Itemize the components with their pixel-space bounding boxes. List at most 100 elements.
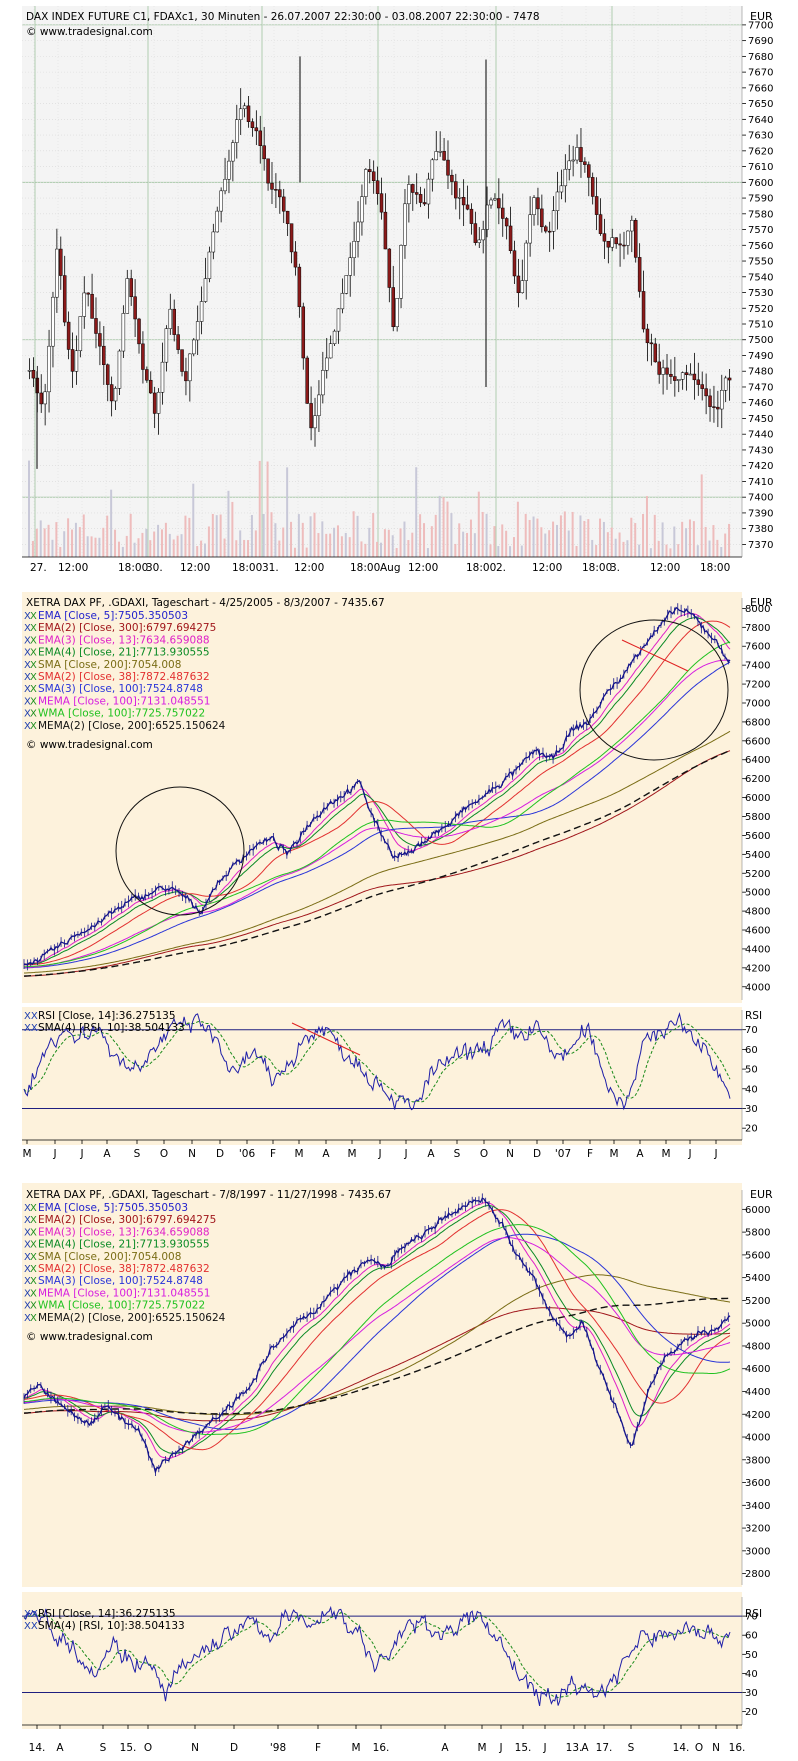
- daily2005-legend-icon-6: X: [24, 684, 31, 695]
- intraday-volume-bar: [254, 530, 257, 557]
- intraday-candle-body: [630, 220, 634, 232]
- intraday-y-label-7690: 7690: [748, 36, 773, 47]
- intraday-candle-body: [469, 208, 474, 224]
- daily2005-x-label-12: M: [347, 1148, 356, 1160]
- intraday-volume-bar: [610, 527, 613, 557]
- daily-1997-chart: 2800 3000 3200 3400 3600 3800 4000 4200 4400 4600…: [22, 1190, 770, 1754]
- daily2005-y-label-5200: 5200: [745, 869, 770, 880]
- daily1997-x-label-10: 16.: [373, 1742, 390, 1754]
- daily1997-y-label-5400: 5400: [745, 1273, 770, 1284]
- daily2005-rsi-divergence-line: [291, 1022, 361, 1056]
- intraday-candle-body: [497, 198, 501, 209]
- intraday-volume-bar: [117, 541, 120, 557]
- intraday-volume-bar: [426, 548, 429, 557]
- daily2005-legend-item-3: EMA(4) [Close, 21]:7713.930555: [38, 647, 210, 659]
- intraday-volume-bar: [204, 543, 206, 557]
- intraday-volume-bar: [348, 537, 351, 557]
- intraday-y-label-7630: 7630: [748, 131, 773, 142]
- intraday-volume-bar: [329, 533, 332, 557]
- intraday-candle-body: [438, 151, 442, 153]
- intraday-candle-body: [266, 158, 270, 184]
- intraday-volume-bar: [704, 526, 707, 557]
- daily2005-x-label-5: O: [160, 1148, 168, 1160]
- intraday-candle-body: [195, 321, 200, 341]
- intraday-volume-bar: [423, 523, 426, 557]
- daily-1997-copyright: © www.tradesignal.com: [26, 1331, 153, 1343]
- intraday-candle-body: [618, 243, 622, 246]
- intraday-candle-body: [700, 384, 704, 389]
- intraday-candle-body: [219, 190, 223, 212]
- daily1997-legend-icon-6: X: [24, 1276, 31, 1287]
- daily2005-indicator-5: [23, 620, 731, 966]
- intraday-candle-body: [575, 147, 579, 161]
- intraday-x-label-14: 18:00: [582, 562, 612, 574]
- daily1997-rsi-legend-item-0: RSI [Close, 14]:36.275135: [38, 1608, 176, 1620]
- intraday-candle-body: [680, 372, 685, 380]
- daily2005-legend-icon-4: X: [24, 660, 31, 671]
- intraday-candle-body: [368, 169, 372, 173]
- daily2005-rsi-legend-item-1: SMA(4) [RSI, 10]:38.504133: [38, 1022, 185, 1034]
- daily2005-y-label-5600: 5600: [745, 831, 770, 842]
- daily2005-y-label-6600: 6600: [745, 736, 770, 747]
- daily2005-y-label-5400: 5400: [745, 850, 770, 861]
- daily1997-y-label-5200: 5200: [745, 1296, 770, 1307]
- intraday-x-label-6: 31.: [262, 562, 279, 574]
- intraday-y-label-7640: 7640: [748, 115, 773, 126]
- intraday-volume-bar: [665, 544, 668, 557]
- intraday-candle-body: [145, 369, 149, 381]
- daily1997-legend-item-4: SMA [Close, 200]:7054.008: [38, 1251, 181, 1263]
- intraday-candle-body: [649, 342, 654, 345]
- daily2005-rsi-line: [23, 1012, 731, 1111]
- intraday-x-label-5: 18:00: [232, 562, 262, 574]
- intraday-y-label-7540: 7540: [748, 272, 773, 283]
- intraday-volume-bar: [466, 532, 469, 557]
- daily2005-legend-icon-7: X: [24, 696, 31, 707]
- intraday-candle-body: [426, 178, 431, 205]
- intraday-candle-body: [583, 161, 587, 165]
- intraday-candle-body: [567, 160, 571, 170]
- intraday-volume-bar: [630, 517, 633, 557]
- intraday-volume-bar: [211, 513, 214, 557]
- intraday-y-label-7530: 7530: [748, 288, 773, 299]
- daily1997-x-label-15: J: [542, 1742, 546, 1754]
- daily-1997-currency: EUR: [750, 1188, 773, 1201]
- daily2005-rsi-y-label-30: 30: [745, 1104, 758, 1115]
- daily2005-legend-icon-b-1: X: [30, 623, 37, 634]
- intraday-candle-body: [540, 208, 544, 228]
- daily1997-legend-icon-2: X: [24, 1227, 31, 1238]
- intraday-candle-body: [246, 105, 251, 122]
- intraday-volume-bar: [368, 527, 371, 557]
- intraday-y-label-7580: 7580: [748, 209, 773, 220]
- intraday-candle-body: [391, 287, 395, 327]
- intraday-candle-body: [673, 376, 677, 381]
- intraday-candle-body: [274, 189, 278, 191]
- intraday-volume-bar: [274, 523, 277, 557]
- intraday-volume-bar: [309, 516, 312, 557]
- intraday-candle-body: [688, 373, 693, 376]
- daily2005-x-label-25: J: [687, 1148, 691, 1160]
- intraday-y-label-7390: 7390: [748, 508, 773, 519]
- intraday-volume-bar: [71, 529, 74, 557]
- intraday-volume-bar: [575, 545, 578, 557]
- intraday-volume-bar: [520, 545, 523, 557]
- intraday-volume-bar: [325, 533, 328, 557]
- daily2005-legend-icon-3: X: [24, 648, 31, 659]
- intraday-volume-bar: [250, 515, 253, 557]
- intraday-candle-body: [559, 185, 564, 193]
- daily2005-y-label-4400: 4400: [745, 944, 770, 955]
- intraday-candle-body: [375, 180, 380, 194]
- daily2005-x-label-20: '07: [555, 1148, 571, 1160]
- daily2005-indicator-9: [23, 749, 731, 977]
- daily1997-rsi-y-label-40: 40: [745, 1669, 758, 1680]
- daily1997-x-label-8: F: [315, 1742, 321, 1754]
- intraday-candle-body: [594, 196, 599, 215]
- intraday-x-label-7: 12:00: [294, 562, 324, 574]
- daily1997-x-label-0: 14.: [29, 1742, 46, 1754]
- intraday-y-label-7430: 7430: [748, 445, 773, 456]
- intraday-x-label-16: 12:00: [650, 562, 680, 574]
- daily1997-legend-icon-b-4: X: [30, 1252, 37, 1263]
- daily2005-indicator-3: [24, 617, 731, 965]
- daily1997-x-label-12: M: [477, 1742, 486, 1754]
- daily1997-x-label-22: N: [712, 1742, 720, 1754]
- intraday-volume-bar: [708, 540, 711, 557]
